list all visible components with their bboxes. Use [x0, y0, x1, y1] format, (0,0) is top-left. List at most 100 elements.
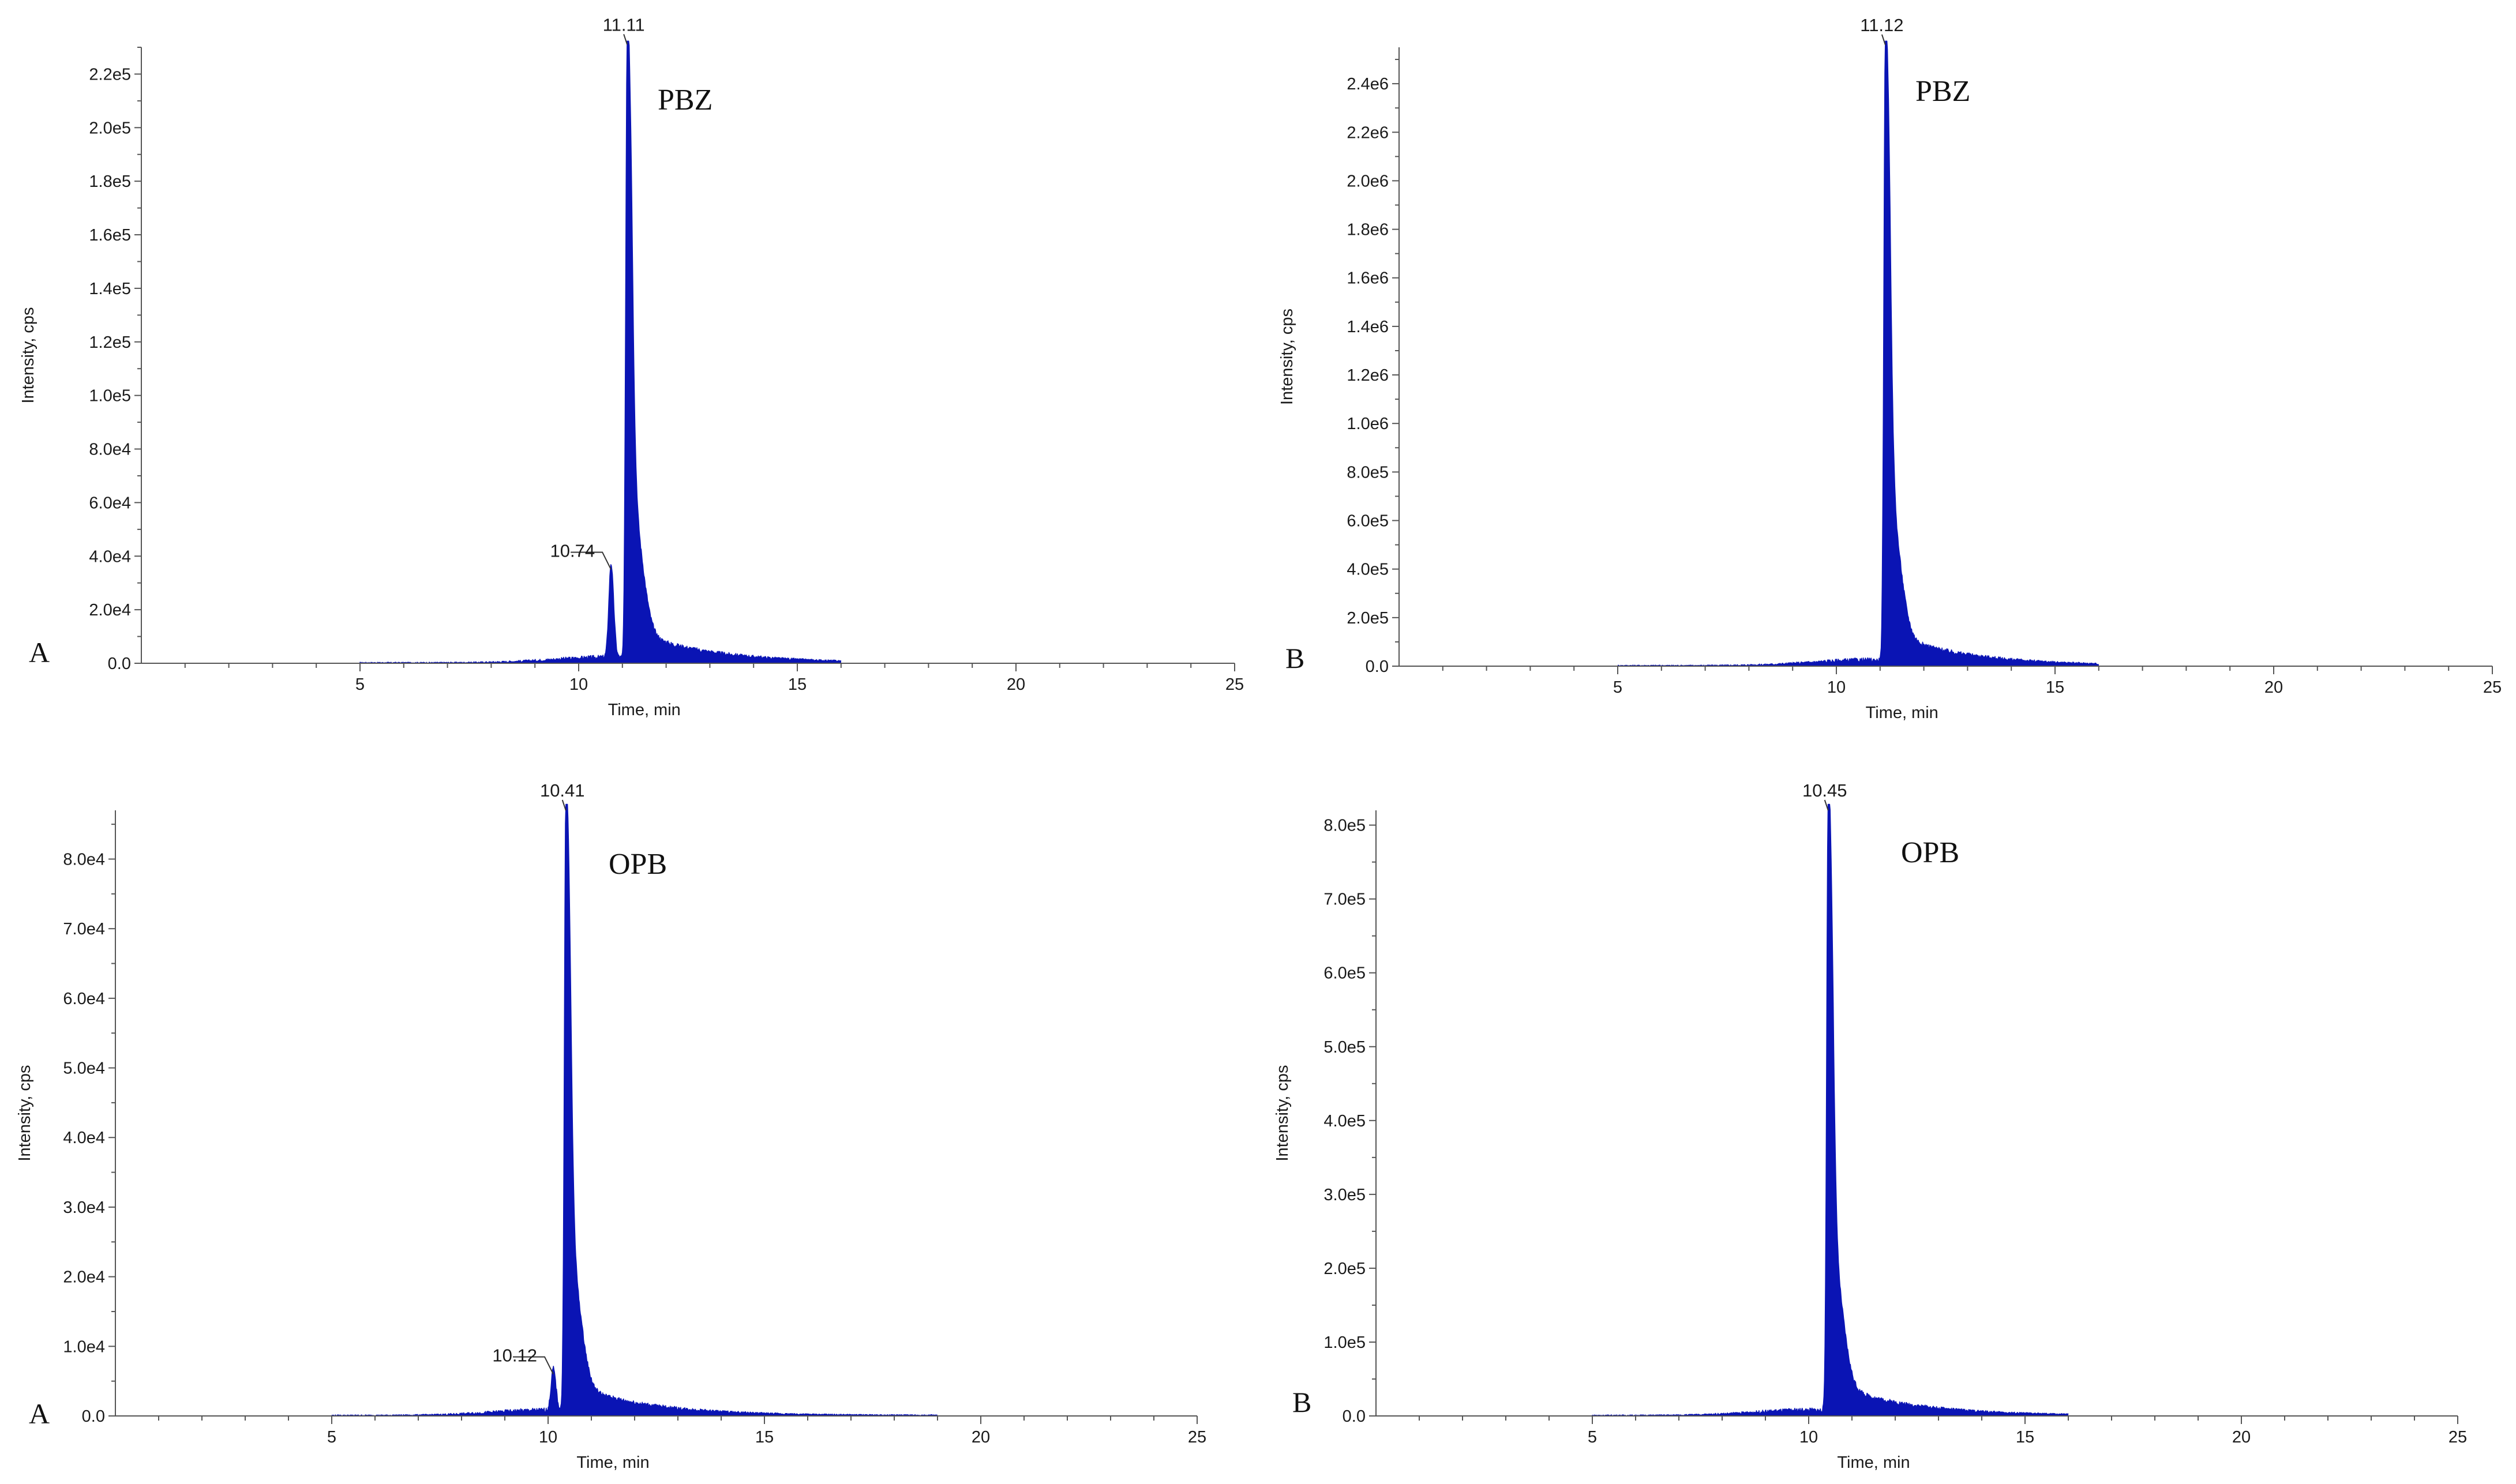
x-axis-label: Time, min: [1866, 704, 1938, 722]
y-axis-label: Intensity, cps: [1273, 1065, 1292, 1161]
y-tick-label: 5.0e5: [1323, 1038, 1366, 1057]
y-tick-label: 2.0e4: [89, 601, 131, 619]
y-tick-label: 8.0e5: [1347, 463, 1389, 482]
x-tick-label: 5: [355, 675, 365, 694]
y-tick-label: 1.2e5: [89, 333, 131, 352]
y-axis-label: Intensity, cps: [19, 307, 38, 403]
x-tick-label: 5: [1613, 678, 1622, 697]
panel-letter: B: [1285, 642, 1304, 674]
x-tick-label: 20: [2232, 1428, 2251, 1447]
y-tick-label: 1.0e5: [1323, 1333, 1366, 1352]
y-tick-label: 1.6e5: [89, 226, 131, 245]
y-tick-label: 0.0: [1343, 1407, 1366, 1426]
y-tick-label: 1.2e6: [1347, 366, 1389, 385]
y-tick-label: 1.4e5: [89, 280, 131, 298]
x-tick-label: 15: [2016, 1428, 2034, 1447]
x-axis-label: Time, min: [608, 701, 681, 719]
apex-leader: [623, 34, 628, 45]
x-axis-label: Time, min: [576, 1453, 649, 1472]
y-tick-label: 7.0e5: [1323, 891, 1366, 909]
y-tick-label: 1.4e6: [1347, 318, 1389, 336]
chromatogram-panel-3: 5 10 15 20 25 0.0 1.0e4 2.0e4 3.0e4 4.0e4 5.0e4 6.0…: [16, 780, 1206, 1472]
y-axis-label: Intensity, cps: [16, 1065, 34, 1161]
chromatogram-panel-1: 5 10 15 20 25 0.0 2.0e4 4.0e4 6.0e4 8.0e4 1.0e5 1.2…: [19, 14, 1244, 719]
x-tick-label: 15: [755, 1428, 774, 1447]
panel-letter: A: [29, 636, 50, 668]
compound-label: PBZ: [658, 84, 713, 117]
y-tick-label: 2.0e5: [1323, 1260, 1366, 1278]
y-tick-label: 1.6e6: [1347, 269, 1389, 288]
y-tick-label: 8.0e5: [1323, 817, 1366, 835]
x-tick-label: 20: [1007, 675, 1025, 694]
chromatogram-trace: [331, 803, 938, 1417]
y-tick-label: 6.0e5: [1323, 964, 1366, 983]
peak-apex-label: 11.12: [1860, 15, 1903, 35]
y-tick-label: 0.0: [82, 1407, 105, 1426]
x-tick-label: 5: [327, 1428, 336, 1447]
y-tick-label: 2.0e5: [89, 119, 131, 137]
x-tick-label: 10: [539, 1428, 557, 1447]
y-axis-label: Intensity, cps: [1278, 309, 1296, 405]
y-tick-label: 3.0e4: [63, 1199, 105, 1217]
panel-letter: A: [29, 1397, 50, 1430]
panel-letter: B: [1292, 1386, 1311, 1418]
y-tick-label: 5.0e4: [63, 1060, 105, 1078]
x-tick-label: 15: [788, 675, 807, 694]
y-tick-label: 0.0: [1366, 658, 1389, 676]
apex-leader: [571, 551, 612, 570]
y-tick-label: 0.0: [108, 655, 131, 673]
y-tick-label: 4.0e5: [1323, 1112, 1366, 1130]
y-tick-label: 8.0e4: [63, 850, 105, 869]
peak-apex-label: 11.11: [603, 14, 645, 35]
y-tick-label: 4.0e5: [1347, 561, 1389, 579]
apex-leader: [1881, 34, 1886, 46]
chromatogram-panel-2: 5 10 15 20 25 0.0 2.0e5 4.0e5 6.0e5 8.0e5 1.0e6 1.2…: [1278, 15, 2502, 722]
y-tick-label: 4.0e4: [63, 1129, 105, 1147]
x-tick-label: 25: [2483, 678, 2502, 697]
y-tick-label: 6.0e4: [89, 494, 131, 512]
chromatogram-panel-4: 5 10 15 20 25 0.0 1.0e5 2.0e5 3.0e5 4.0e5 5.0e5 6.0…: [1273, 780, 2467, 1472]
y-tick-label: 1.0e4: [63, 1338, 105, 1356]
chromatogram-trace: [1592, 803, 2069, 1417]
chromatogram-trace: [1617, 40, 2099, 667]
x-tick-label: 10: [1799, 1428, 1818, 1447]
x-tick-label: 10: [1827, 678, 1846, 697]
y-tick-label: 2.2e6: [1347, 123, 1389, 142]
peak-apex-label: 10.12: [492, 1346, 537, 1366]
x-tick-label: 25: [2448, 1428, 2467, 1447]
x-tick-label: 25: [1188, 1428, 1206, 1447]
y-tick-label: 2.4e6: [1347, 75, 1389, 93]
compound-label: OPB: [1901, 836, 1959, 869]
peak-apex-label: 10.41: [540, 780, 585, 801]
apex-leader: [1824, 799, 1829, 811]
y-tick-label: 8.0e4: [89, 441, 131, 459]
y-tick-label: 7.0e4: [63, 920, 105, 938]
y-tick-label: 1.8e5: [89, 172, 131, 191]
y-tick-label: 6.0e4: [63, 990, 105, 1008]
x-tick-label: 20: [972, 1428, 990, 1447]
x-tick-label: 5: [1588, 1428, 1597, 1447]
peak-apex-label: 10.45: [1802, 780, 1847, 801]
x-axis-label: Time, min: [1837, 1453, 1910, 1472]
y-tick-label: 2.0e6: [1347, 172, 1389, 190]
y-tick-label: 2.2e5: [89, 65, 131, 84]
x-tick-label: 10: [569, 675, 588, 694]
y-tick-label: 1.0e5: [89, 387, 131, 405]
x-tick-label: 25: [1225, 675, 1244, 694]
apex-leader: [561, 799, 567, 811]
chromatogram-trace: [359, 40, 841, 664]
y-tick-label: 6.0e5: [1347, 512, 1389, 531]
y-tick-label: 1.8e6: [1347, 221, 1389, 239]
y-tick-label: 3.0e5: [1323, 1186, 1366, 1204]
y-tick-label: 2.0e4: [63, 1268, 105, 1287]
x-tick-label: 20: [2264, 678, 2283, 697]
y-tick-label: 2.0e5: [1347, 609, 1389, 628]
compound-label: PBZ: [1915, 75, 1970, 108]
apex-leader: [513, 1356, 554, 1375]
y-tick-label: 4.0e4: [89, 547, 131, 566]
y-tick-label: 1.0e6: [1347, 415, 1389, 433]
compound-label: OPB: [609, 848, 667, 881]
x-tick-label: 15: [2046, 678, 2064, 697]
peak-apex-label: 10.74: [550, 540, 595, 561]
